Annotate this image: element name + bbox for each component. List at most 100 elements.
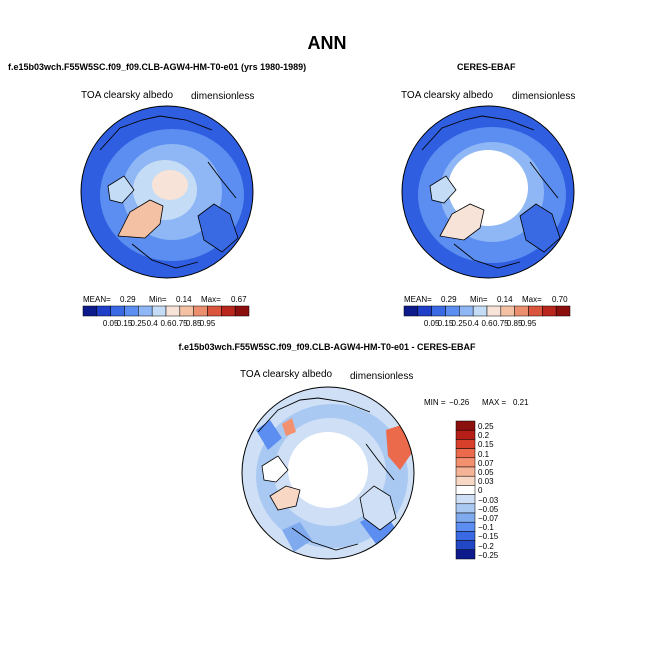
model-colorbar-box <box>96 305 111 317</box>
diff-colorbar-tick: 0.15 <box>478 440 494 450</box>
obs-min-label: Min= <box>470 295 488 304</box>
obs-colorbar-box <box>486 305 502 317</box>
obs-colorbar-tick: 0.25 <box>451 319 468 328</box>
diff-colorbar-tick: 0.25 <box>478 422 494 431</box>
model-colorbar-box <box>234 305 250 317</box>
diff-colorbar-box <box>455 512 476 523</box>
diff-colorbar-box <box>455 540 476 551</box>
diff-colorbar-box <box>455 439 476 449</box>
obs-mean-label: MEAN= <box>404 295 432 304</box>
diff-colorbar-box <box>455 521 476 532</box>
model-colorbar-box <box>138 305 153 317</box>
model-colorbar-tick: 0.05 <box>102 319 119 328</box>
diff-colorbar-box <box>455 503 476 514</box>
obs-colorbar-box <box>459 305 474 317</box>
diff-colorbar-box <box>455 475 476 486</box>
obs-colorbar-box <box>542 305 557 317</box>
obs-colorbar-box <box>555 305 571 317</box>
model-max-value: 0.67 <box>231 295 247 304</box>
model-colorbar-box <box>151 305 167 317</box>
diff-colorbar-box <box>455 466 476 477</box>
model-polar-map <box>80 105 254 279</box>
diff-max-label: MAX = <box>482 398 507 407</box>
obs-colorbar-box <box>472 305 488 317</box>
obs-mean-value: 0.29 <box>441 295 457 304</box>
obs-colorbar-tick: 0.4 <box>467 319 479 328</box>
model-colorbar-tick: 0.4 <box>146 319 158 328</box>
obs-colorbar-tick: 0.6 <box>481 319 493 328</box>
model-colorbar-tick: 0.15 <box>116 319 133 328</box>
obs-colorbar-box <box>500 305 515 317</box>
obs-min-value: 0.14 <box>497 295 513 304</box>
model-colorbar-tick: 0.85 <box>185 319 202 328</box>
diff-colorbar-box <box>455 429 476 440</box>
model-max-label: Max= <box>201 295 221 304</box>
diff-colorbar-box <box>455 420 476 431</box>
model-mean-label: MEAN= <box>83 295 111 304</box>
model-colorbar-box <box>165 305 181 317</box>
model-colorbar-box <box>207 305 222 317</box>
model-colorbar-box <box>193 305 208 317</box>
diff-min-value: −0.26 <box>449 398 470 407</box>
model-min-value: 0.14 <box>176 295 192 304</box>
diff-colorbar-tick: 0.05 <box>478 468 494 477</box>
model-mean-value: 0.29 <box>120 295 136 304</box>
diff-polar-map <box>241 386 415 560</box>
model-colorbar-tick: 0.25 <box>130 319 147 328</box>
obs-colorbar-box <box>431 305 446 317</box>
diff-colorbar-tick: 0.07 <box>478 458 494 468</box>
diff-colorbar-tick: 0 <box>478 486 483 496</box>
obs-polar-map <box>401 105 575 279</box>
model-colorbar-box <box>221 305 236 317</box>
model-units-label: dimensionless <box>191 91 255 102</box>
obs-max-label: Max= <box>522 295 542 304</box>
obs-colorbar-box <box>445 305 460 317</box>
diff-colorbar-tick: 0.2 <box>478 431 490 441</box>
obs-colorbar-tick: 0.75 <box>493 319 509 328</box>
obs-colorbar-box <box>403 305 419 317</box>
diff-colorbar-tick: −0.15 <box>478 532 499 542</box>
diff-colorbar-tick: 0.1 <box>478 449 490 459</box>
model-variable-label: TOA clearsky albedo <box>81 90 174 101</box>
model-colorbar-tick: 0.75 <box>172 319 188 328</box>
diff-colorbar-box <box>455 448 476 459</box>
model-colorbar-box <box>82 305 98 317</box>
model-min-label: Min= <box>149 295 167 304</box>
model-panel-title: f.e15b03wch.F55W5SC.f09_f09.CLB-AGW4-HM-… <box>8 62 307 72</box>
diff-variable-label: TOA clearsky albedo <box>240 369 333 380</box>
obs-variable-label: TOA clearsky albedo <box>401 90 494 101</box>
obs-colorbar-box <box>528 305 543 317</box>
obs-units-label: dimensionless <box>512 91 576 102</box>
obs-panel-title: CERES-EBAF <box>457 62 516 72</box>
model-colorbar <box>82 305 250 317</box>
diff-colorbar-box <box>455 531 476 541</box>
figure-title: ANN <box>307 33 347 53</box>
diff-colorbar-tick: −0.03 <box>478 495 499 505</box>
model-colorbar-box <box>179 305 194 317</box>
diff-min-label: MIN = <box>424 398 446 407</box>
diff-colorbar-box <box>455 549 476 560</box>
diff-colorbar-tick: 0.03 <box>478 477 494 487</box>
diff-colorbar-box <box>455 494 476 505</box>
model-colorbar-box <box>110 305 125 317</box>
obs-colorbar-box <box>417 305 432 317</box>
obs-colorbar-tick: 0.85 <box>506 319 523 328</box>
diff-colorbar-tick: −0.2 <box>478 541 494 551</box>
diff-colorbar-box <box>455 457 476 468</box>
model-colorbar-box <box>124 305 139 317</box>
obs-colorbar-tick: 0.05 <box>423 319 440 328</box>
model-colorbar-tick: 0.95 <box>199 319 216 328</box>
model-colorbar-tick: 0.6 <box>160 319 172 328</box>
diff-colorbar-tick: −0.1 <box>478 523 494 533</box>
diff-max-value: 0.21 <box>513 398 529 407</box>
diff-colorbar-tick: −0.07 <box>478 514 499 523</box>
diff-panel-title: f.e15b03wch.F55W5SC.f09_f09.CLB-AGW4-HM-… <box>178 342 476 352</box>
obs-colorbar-tick: 0.15 <box>437 319 454 328</box>
diff-colorbar <box>455 420 476 560</box>
obs-colorbar-tick: 0.95 <box>520 319 537 328</box>
diff-colorbar-box <box>455 485 476 495</box>
diff-units-label: dimensionless <box>350 371 414 382</box>
obs-max-value: 0.70 <box>552 295 568 304</box>
diff-colorbar-tick: −0.05 <box>478 504 499 514</box>
